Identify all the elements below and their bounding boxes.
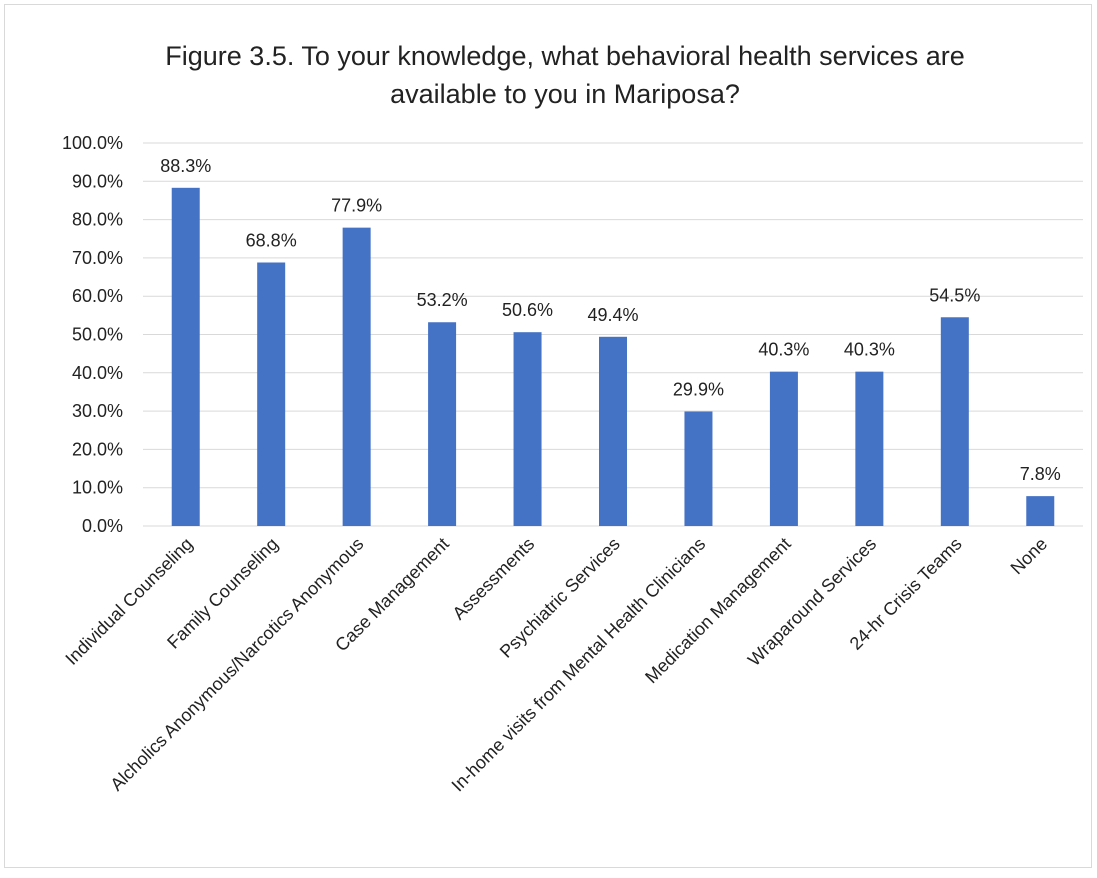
y-tick-label: 100.0% — [62, 133, 123, 153]
y-tick-label: 80.0% — [72, 210, 123, 230]
bar — [428, 322, 457, 526]
data-label: 40.3% — [758, 340, 809, 360]
bar — [171, 187, 200, 526]
y-tick-label: 30.0% — [72, 401, 123, 421]
bar — [513, 332, 542, 526]
bar — [855, 371, 884, 526]
y-tick-label: 10.0% — [72, 478, 123, 498]
data-label: 7.8% — [1020, 464, 1061, 484]
data-label: 50.6% — [502, 300, 553, 320]
data-label: 77.9% — [331, 196, 382, 216]
y-tick-label: 0.0% — [82, 516, 123, 536]
bar-chart: Figure 3.5. To your knowledge, what beha… — [61, 41, 1083, 796]
y-tick-label: 60.0% — [72, 286, 123, 306]
bar — [940, 317, 969, 526]
data-label: 88.3% — [160, 156, 211, 176]
bar — [599, 336, 627, 526]
chart-frame: Figure 3.5. To your knowledge, what beha… — [4, 4, 1092, 868]
data-label: 68.8% — [246, 230, 297, 250]
data-label: 53.2% — [417, 290, 468, 310]
x-tick-label: None — [1007, 534, 1052, 579]
bar — [769, 371, 798, 526]
bar — [257, 262, 286, 526]
y-axis-ticks: 0.0% 10.0% 20.0% 30.0% 40.0% 50.0% 60.0% 70.0% 8… — [62, 133, 123, 536]
x-tick-label: Medication Management — [641, 534, 795, 688]
chart-title-line-2: available to you in Mariposa? — [390, 79, 740, 109]
bar — [684, 411, 713, 526]
chart-title: Figure 3.5. To your knowledge, what beha… — [165, 41, 964, 109]
chart-title-line-1: Figure 3.5. To your knowledge, what beha… — [165, 41, 964, 71]
y-tick-label: 20.0% — [72, 439, 123, 459]
bars — [171, 187, 1055, 526]
bar — [342, 227, 371, 526]
y-tick-label: 40.0% — [72, 363, 123, 383]
data-label: 40.3% — [844, 340, 895, 360]
data-labels: 88.3% 68.8% 77.9% 53.2% 50.6% 49.4% 29.9% 40.3%… — [160, 156, 1061, 484]
y-tick-label: 90.0% — [72, 171, 123, 191]
data-label: 49.4% — [587, 305, 638, 325]
x-tick-label: Assessments — [449, 534, 539, 624]
bar — [1026, 496, 1055, 526]
y-tick-label: 50.0% — [72, 325, 123, 345]
data-label: 54.5% — [929, 285, 980, 305]
data-label: 29.9% — [673, 379, 724, 399]
y-tick-label: 70.0% — [72, 248, 123, 268]
